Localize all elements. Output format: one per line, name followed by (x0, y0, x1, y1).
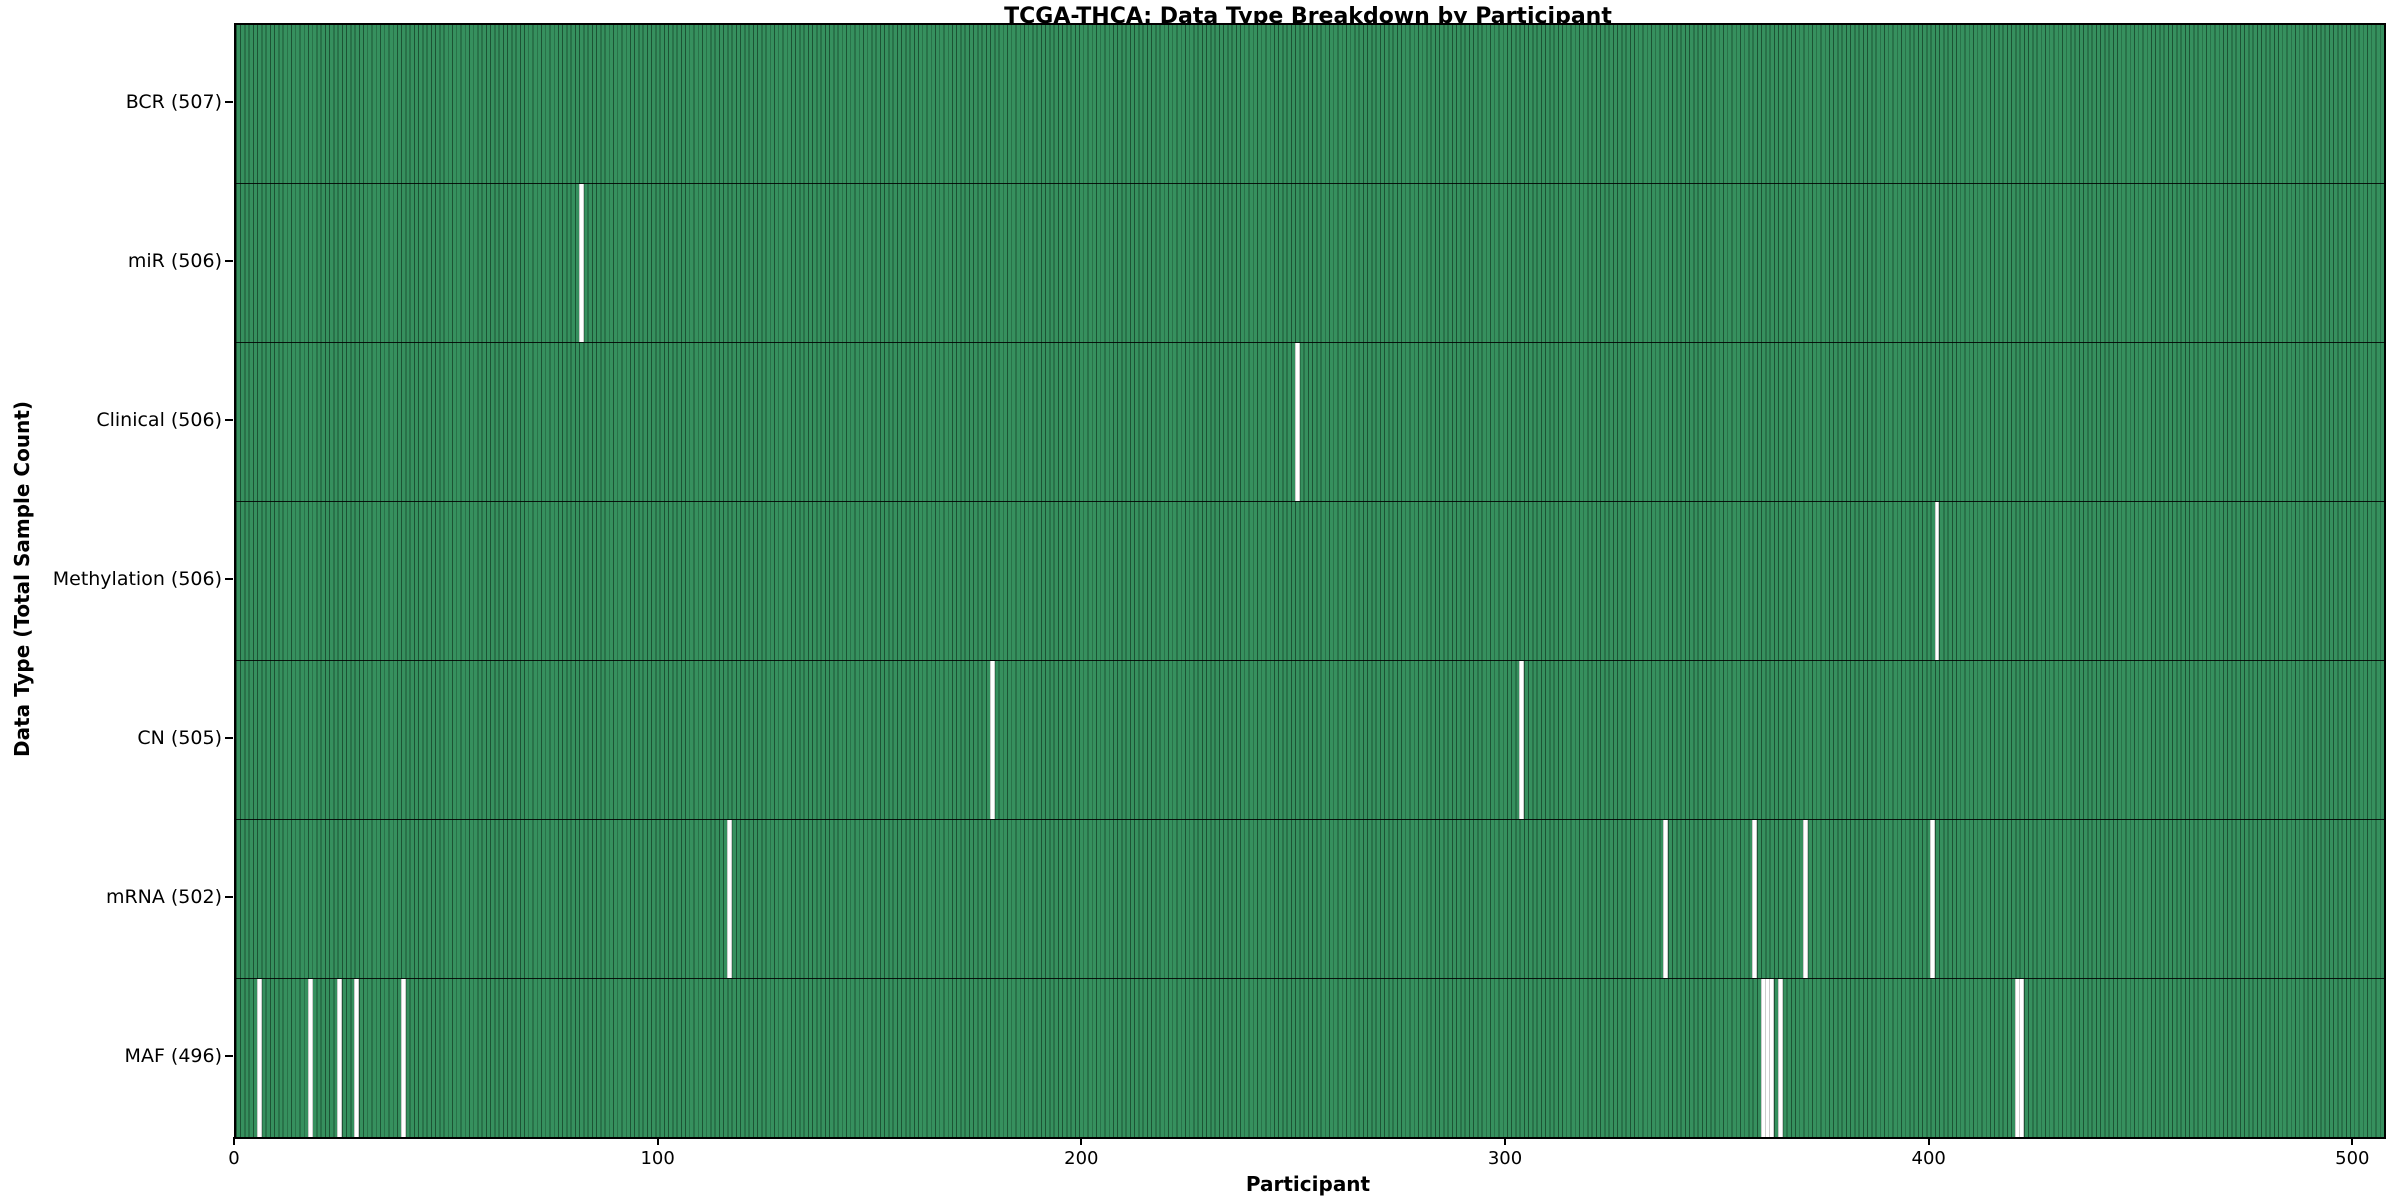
y-tick-label: Clinical (506) (96, 409, 222, 432)
x-tick-label: 400 (1911, 1148, 1946, 1169)
x-tick-mark (1927, 1137, 1930, 1145)
data-row-bcr (236, 25, 2384, 184)
absent-marker (400, 979, 406, 1137)
plot-area: Present Absent (234, 23, 2386, 1139)
absent-marker (256, 979, 262, 1137)
x-tick-mark (656, 1137, 659, 1145)
x-tick-mark (233, 1137, 235, 1145)
data-row-mrna (236, 820, 2384, 979)
y-tick-mark (225, 419, 233, 422)
y-tick-mark (225, 1054, 233, 1057)
x-tick-mark (1504, 1137, 1506, 1145)
y-tick-mark (225, 101, 233, 104)
absent-marker (989, 661, 995, 819)
absent-marker (1663, 820, 1669, 978)
absent-marker (1777, 979, 1783, 1137)
data-row-cn (236, 661, 2384, 820)
y-tick-label: Methylation (506) (52, 568, 222, 590)
absent-marker (2019, 979, 2025, 1137)
y-tick-label: mRNA (502) (105, 885, 222, 908)
x-tick-mark (2351, 1137, 2354, 1145)
absent-marker (1294, 343, 1300, 501)
y-tick-mark (225, 736, 233, 739)
absent-marker (354, 979, 360, 1137)
x-tick-label: 100 (640, 1148, 675, 1169)
absent-marker (307, 979, 313, 1137)
data-row-clinical (236, 343, 2384, 502)
absent-marker (727, 820, 732, 978)
x-tick-label: 300 (1487, 1148, 1523, 1169)
x-tick-label: 500 (2335, 1148, 2370, 1169)
absent-marker (1934, 502, 1940, 660)
absent-marker (337, 979, 343, 1137)
y-tick-label: BCR (507) (125, 91, 222, 114)
x-tick-mark (1080, 1137, 1083, 1145)
data-row-methylation (236, 502, 2384, 661)
y-tick-label: CN (505) (137, 726, 222, 749)
y-tick-mark (225, 895, 233, 898)
absent-marker (1769, 979, 1775, 1137)
x-tick-label: 0 (228, 1148, 240, 1169)
y-tick-mark (225, 578, 233, 580)
y-tick-label: miR (506) (127, 250, 222, 273)
data-row-mir (236, 184, 2384, 343)
y-tick-mark (225, 260, 233, 263)
y-tick-label: MAF (496) (124, 1044, 222, 1067)
absent-marker (1803, 820, 1809, 978)
data-row-maf (236, 979, 2384, 1137)
absent-marker (1752, 820, 1758, 978)
absent-marker (1930, 820, 1936, 978)
data-rows-container (236, 25, 2384, 1137)
absent-marker (578, 184, 584, 342)
absent-marker (1519, 661, 1525, 819)
x-axis-label: Participant (1245, 1172, 1371, 1196)
x-tick-label: 200 (1064, 1148, 1099, 1169)
